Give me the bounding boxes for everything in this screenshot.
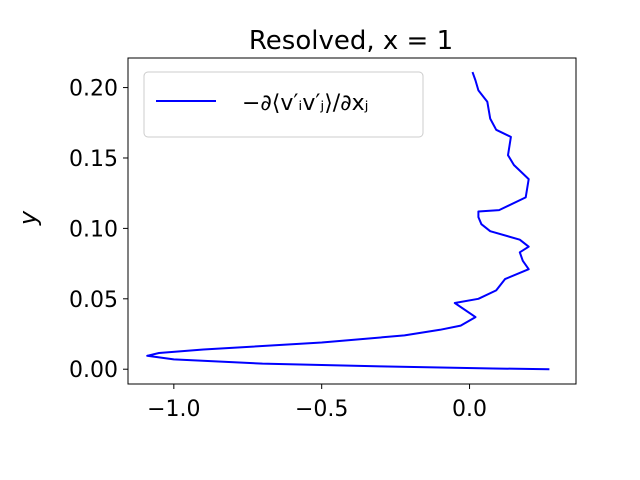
y-axis: 0.00 0.05 0.10 0.15 0.20 — [69, 77, 128, 383]
y-tick-label: 0.15 — [69, 147, 118, 172]
y-tick-label: 0.20 — [69, 77, 118, 102]
plot-area-frame — [127, 57, 577, 385]
chart-title: Resolved, x = 1 — [249, 26, 453, 56]
y-tick-label: 0.05 — [69, 288, 118, 313]
legend-box — [143, 71, 424, 138]
x-axis: −1.0 −0.5 0.0 — [147, 384, 487, 422]
y-axis-label: y — [14, 210, 42, 226]
y-tick-label: 0.10 — [69, 217, 118, 242]
legend-label: −∂⟨v′ᵢv′ⱼ⟩/∂xⱼ — [242, 91, 368, 116]
series-line — [146, 71, 550, 371]
legend: −∂⟨v′ᵢv′ⱼ⟩/∂xⱼ — [143, 71, 424, 138]
y-tick-label: 0.00 — [69, 358, 118, 383]
x-tick-label: 0.0 — [452, 397, 487, 422]
x-tick-label: −1.0 — [147, 397, 200, 422]
x-tick-label: −0.5 — [295, 397, 348, 422]
